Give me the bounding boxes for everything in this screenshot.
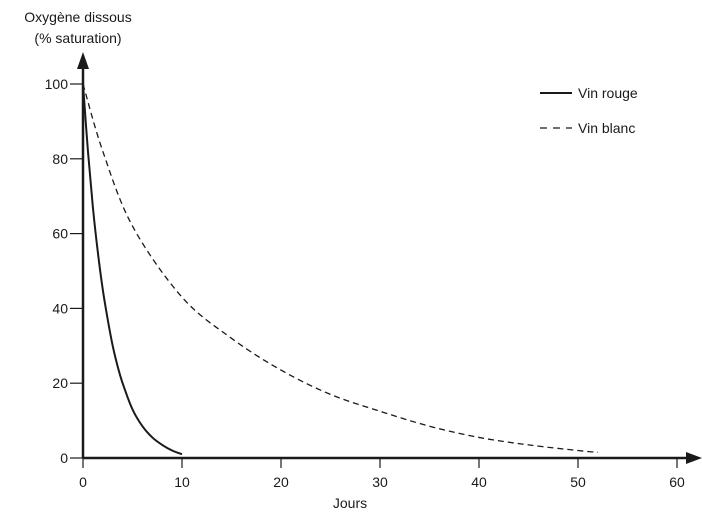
y-tick-label: 60	[52, 226, 68, 242]
y-axis-title-line1: Oxygène dissous	[24, 9, 131, 25]
x-axis-title: Jours	[333, 495, 367, 511]
y-axis-title-line2: (% saturation)	[34, 30, 121, 46]
x-tick-label: 50	[570, 474, 586, 490]
x-tick-label: 30	[372, 474, 388, 490]
series-layer	[82, 83, 598, 456]
legend-item-vin-blanc: Vin blanc	[540, 120, 635, 136]
x-ticks: 0 10 20 30 40 50 60	[79, 458, 685, 490]
y-tick-label: 100	[45, 76, 69, 92]
x-tick-label: 10	[174, 474, 190, 490]
axes	[77, 52, 702, 464]
legend: Vin rouge Vin blanc	[540, 85, 638, 136]
series-line-vin-rouge	[82, 83, 183, 456]
y-axis-title: Oxygène dissous (% saturation)	[24, 9, 131, 46]
legend-item-vin-rouge: Vin rouge	[540, 85, 638, 101]
series-line-vin-blanc	[82, 83, 598, 454]
x-axis-arrowhead	[686, 452, 702, 464]
y-ticks: 0 20 40 60 80 100	[45, 76, 83, 466]
y-tick-label: 80	[52, 151, 68, 167]
y-tick-label: 0	[60, 450, 68, 466]
x-tick-label: 20	[273, 474, 289, 490]
x-tick-label: 40	[471, 474, 487, 490]
y-tick-label: 20	[52, 375, 68, 391]
legend-label-vin-rouge: Vin rouge	[578, 85, 638, 101]
legend-label-vin-blanc: Vin blanc	[578, 120, 635, 136]
x-tick-label: 0	[79, 474, 87, 490]
x-tick-label: 60	[669, 474, 685, 490]
y-axis-arrowhead	[77, 52, 89, 69]
y-tick-label: 40	[52, 300, 68, 316]
